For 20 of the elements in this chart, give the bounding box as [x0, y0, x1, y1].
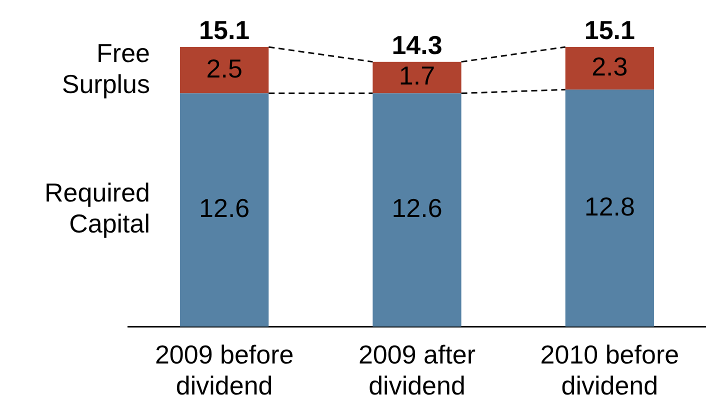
data-label: 12.6	[199, 193, 250, 224]
series-label: Free Surplus	[62, 38, 150, 99]
total-label: 14.3	[392, 30, 442, 60]
bar	[180, 47, 269, 94]
bar	[372, 62, 462, 94]
data-label: 2.5	[206, 53, 242, 84]
data-label: 1.7	[398, 60, 436, 91]
data-label: 12.8	[584, 191, 635, 222]
series-label: Required Capital	[44, 178, 150, 239]
data-label: 2.3	[592, 51, 628, 82]
data-label: 12.6	[392, 193, 442, 224]
bar	[565, 90, 654, 327]
total-label: 15.1	[199, 15, 250, 46]
bar	[565, 47, 654, 90]
x-tick-label: 2010 before dividend	[540, 339, 680, 401]
x-tick-label: 2009 after dividend	[358, 339, 476, 401]
x-tick-label: 2009 before dividend	[154, 339, 294, 401]
total-label: 15.1	[584, 15, 635, 46]
bar	[372, 93, 462, 327]
bar	[180, 93, 269, 327]
